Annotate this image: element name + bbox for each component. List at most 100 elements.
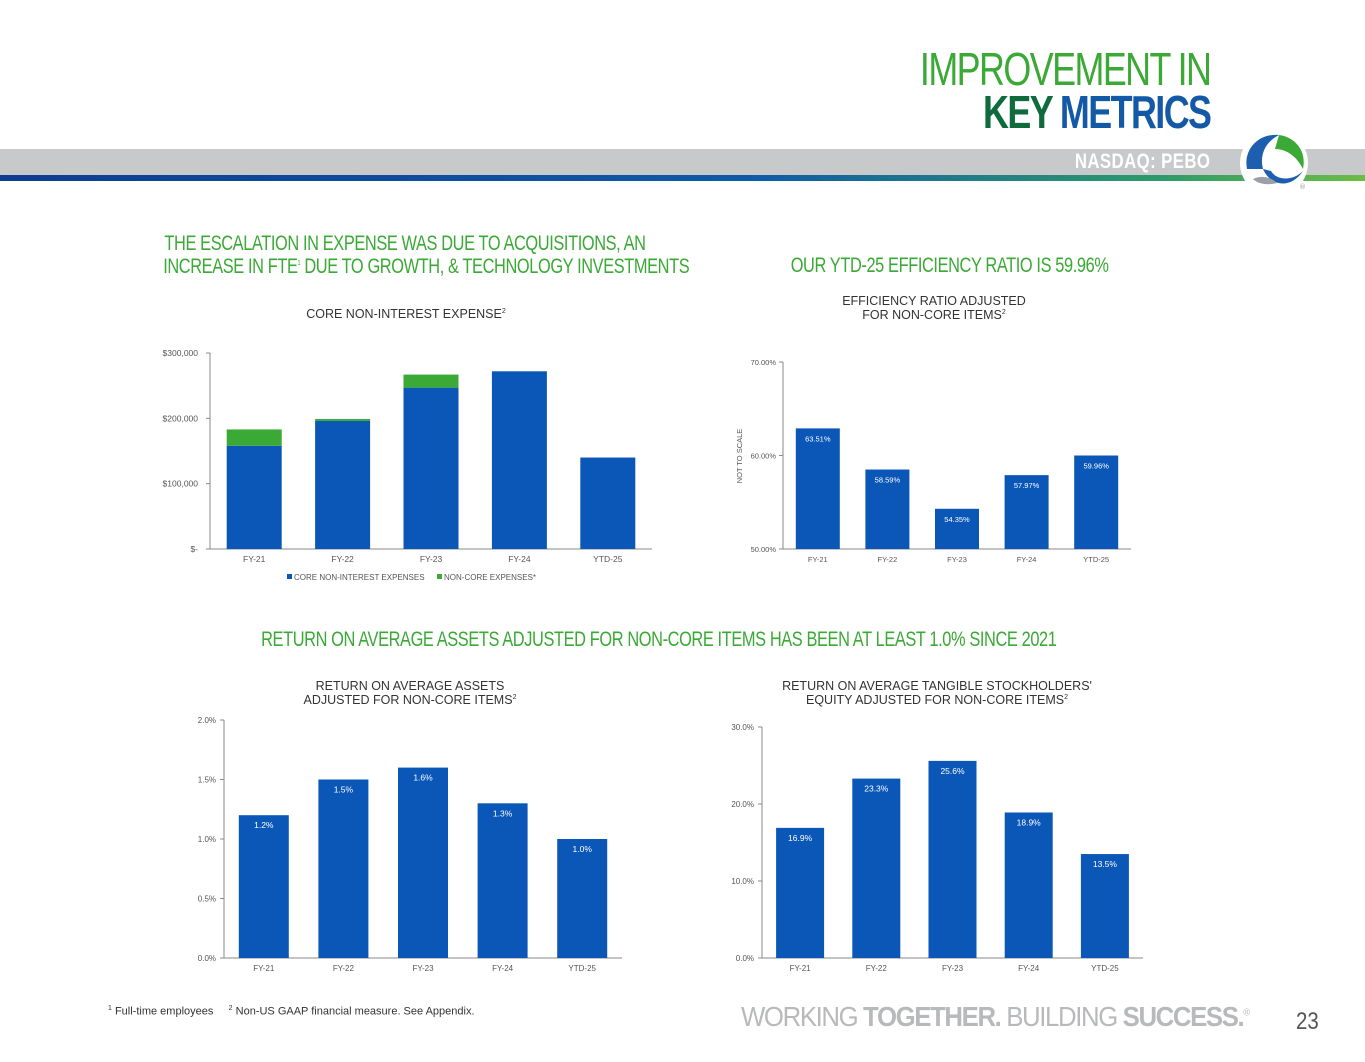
efficiency-chart-title-line2-wrap: FOR NON-CORE ITEMS2 [784,308,1084,322]
page-title: IMPROVEMENT IN KEY METRICS [838,46,1212,135]
svg-text:®: ® [1299,183,1306,191]
roa-bar [477,803,528,958]
expense-legend-swatch [287,574,292,579]
efficiency-data-label: 54.35% [944,515,970,524]
rotce-y-tick-label: 30.0% [731,723,754,732]
expense-headline-line1: THE ESCALATION IN EXPENSE WAS DUE TO ACQ… [164,232,646,255]
efficiency-y-axis-title: NOT TO SCALE [735,429,744,484]
rotce-chart-title-line2: EQUITY ADJUSTED FOR NON-CORE ITEMS [805,693,1065,708]
footnote1: Full-time employees [111,1005,214,1018]
expense-y-tick-label: $200,000 [163,413,199,423]
footnotes: 1 Full-time employees 2 Non-US GAAP fina… [108,1005,475,1018]
rotce-bar [928,760,977,958]
expense-bar-noncore [226,429,282,446]
efficiency-data-label: 63.51% [805,434,831,443]
expense-chart-title-sup: 2 [501,307,506,315]
efficiency-x-tick-label: YTD-25 [1083,555,1109,564]
efficiency-chart-title: EFFICIENCY RATIO ADJUSTED FOR NON-CORE I… [784,294,1084,323]
expense-legend-label: NON-CORE EXPENSES* [444,573,536,582]
tagline-part-a: WORKING [741,1001,864,1032]
ticker-label: NASDAQ: PEBO [1074,150,1210,173]
rotce-bar [852,778,901,958]
efficiency-data-label: 58.59% [875,476,901,485]
expense-headline: THE ESCALATION IN EXPENSE WAS DUE TO ACQ… [163,232,689,279]
rotce-x-tick-label: FY-21 [790,964,812,973]
rotce-bar [1080,854,1129,958]
efficiency-bar [795,428,840,549]
expense-bar-noncore [315,418,371,421]
roa-bar [557,839,608,958]
efficiency-chart-title-line1: EFFICIENCY RATIO ADJUSTED [842,294,1026,308]
rotce-chart-title-sup: 2 [1064,694,1069,702]
expense-bar-noncore [403,374,459,388]
rotce-data-label: 18.9% [1017,817,1042,827]
tagline-part-d: SUCCESS. [1122,1001,1245,1032]
expense-headline-part-b: DUE TO GROWTH, & TECHNOLOGY INVESTMENTS [300,255,690,279]
efficiency-bar [1004,475,1049,549]
efficiency-chart-title-sup: 2 [1001,309,1006,317]
roa-data-label: 1.0% [573,844,593,854]
expense-legend-label: CORE NON-INTEREST EXPENSES [294,573,425,582]
roa-x-tick-label: YTD-25 [568,964,596,973]
header-band [0,149,1365,175]
roa-data-label: 1.5% [334,785,354,795]
rotce-x-tick-label: FY-24 [1018,964,1040,973]
expense-y-tick-label: $100,000 [163,479,199,489]
efficiency-y-tick-label: 70.00% [751,358,777,367]
expense-chart-title-text: CORE NON-INTEREST EXPENSE [306,307,502,321]
efficiency-y-tick-label: 50.00% [751,545,777,554]
roa-chart-title-line2-wrap: ADJUSTED FOR NON-CORE ITEMS2 [260,693,560,707]
page-title-metrics: METRICS [1059,85,1211,138]
efficiency-x-tick-label: FY-21 [808,555,828,564]
roa-headline: RETURN ON AVERAGE ASSETS ADJUSTED FOR NO… [261,628,1057,651]
rotce-data-label: 25.6% [940,766,965,776]
page-number: 23 [1296,1008,1319,1035]
expense-bar-core [491,371,547,549]
expense-y-tick-label: $- [190,544,198,554]
expense-x-tick-label: FY-24 [508,554,531,564]
efficiency-data-label: 57.97% [1014,481,1040,490]
efficiency-x-tick-label: FY-22 [878,555,898,564]
rotce-x-tick-label: FY-22 [866,964,888,973]
expense-headline-part-a: INCREASE IN FTE [163,255,298,279]
roa-y-tick-label: 1.5% [198,776,216,785]
tagline-part-c: BUILDING [1000,1001,1123,1032]
roa-x-tick-label: FY-22 [333,964,355,973]
expense-legend-swatch [437,574,442,579]
expense-x-tick-label: FY-21 [243,554,266,564]
roa-chart-title: RETURN ON AVERAGE ASSETS ADJUSTED FOR NO… [260,679,560,708]
rotce-data-label: 13.5% [1093,859,1118,869]
roa-x-tick-label: FY-21 [253,964,275,973]
roa-y-tick-label: 2.0% [198,716,216,725]
expense-headline-line2: INCREASE IN FTE1 DUE TO GROWTH, & TECHNO… [163,255,689,279]
roa-chart-title-line2: ADJUSTED FOR NON-CORE ITEMS [303,693,513,708]
efficiency-bar [1074,455,1119,549]
expense-headline-sup: 1 [297,260,301,268]
roa-x-tick-label: FY-23 [412,964,434,973]
rotce-chart-title: RETURN ON AVERAGE TANGIBLE STOCKHOLDERS'… [737,679,1137,708]
roa-data-label: 1.3% [493,808,513,818]
tagline-part-b: TOGETHER. [863,1001,1002,1032]
rotce-x-tick-label: FY-23 [942,964,964,973]
efficiency-chart-title-line2: FOR NON-CORE ITEMS [862,308,1002,323]
rotce-data-label: 23.3% [864,784,889,794]
rotce-y-tick-label: 20.0% [731,800,754,809]
rotce-data-label: 16.9% [788,833,813,843]
roa-y-tick-label: 1.0% [198,835,216,844]
tagline-registered: ® [1243,1007,1250,1019]
rotce-y-tick-label: 0.0% [736,954,754,963]
roa-y-tick-label: 0.5% [198,895,216,904]
expense-bar-core [403,387,459,549]
peoples-bank-logo-icon: ® [1240,129,1308,197]
efficiency-headline: OUR YTD-25 EFFICIENCY RATIO IS 59.96% [790,254,1109,277]
expense-x-tick-label: FY-22 [331,554,354,564]
rotce-bar [776,827,825,958]
expense-x-tick-label: FY-23 [420,554,443,564]
rotce-chart-title-line2-wrap: EQUITY ADJUSTED FOR NON-CORE ITEMS2 [737,693,1137,707]
efficiency-data-label: 59.96% [1083,462,1109,471]
footnote2: Non-US GAAP financial measure. See Appen… [232,1005,475,1018]
expense-x-tick-label: YTD-25 [593,554,623,564]
roa-chart-title-line1: RETURN ON AVERAGE ASSETS [315,679,505,693]
roa-bar [318,779,369,958]
